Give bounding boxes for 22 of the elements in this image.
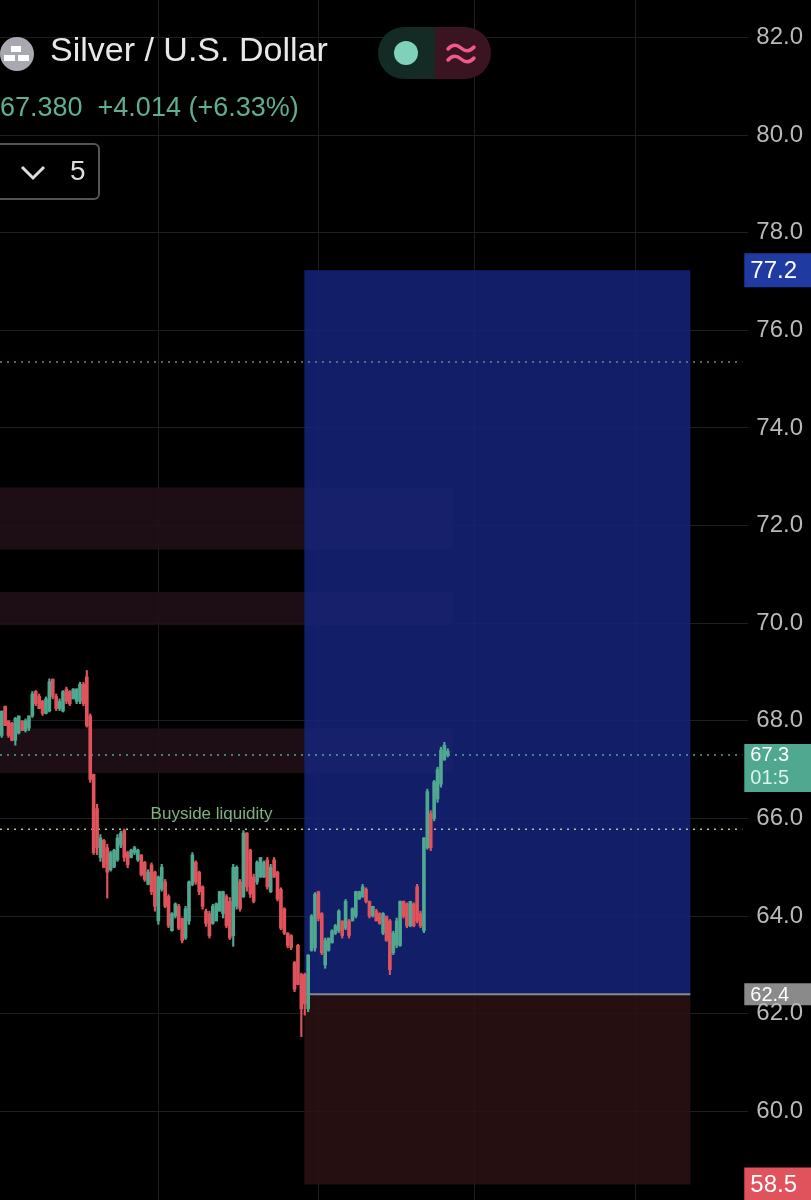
y-tick-label: 82.0 bbox=[756, 22, 804, 50]
y-tick-label: 78.0 bbox=[756, 217, 804, 245]
y-tick-label: 80.0 bbox=[756, 119, 804, 147]
text: 67.380 +4.014 (+6.33%) bbox=[0, 92, 299, 123]
dropdown-box: 5 bbox=[0, 143, 100, 200]
y-tick-label: 72.0 bbox=[756, 510, 804, 538]
y-tick-label: 64.0 bbox=[756, 900, 804, 928]
band-label: 58.5 bbox=[750, 1170, 798, 1198]
y-tick-label: 76.0 bbox=[756, 314, 804, 342]
y-tick-label: 68.0 bbox=[756, 705, 804, 733]
annotation: Buyside liquidity bbox=[150, 804, 273, 824]
y-tick-label: 74.0 bbox=[756, 412, 804, 440]
y-tick-label: 70.0 bbox=[756, 607, 804, 635]
text: 01:5 bbox=[750, 766, 790, 789]
candlestick bbox=[20, 720, 24, 731]
candlestick bbox=[71, 688, 76, 700]
ref-line-label: 67.3 bbox=[750, 743, 790, 766]
y-tick-label: 60.0 bbox=[756, 1095, 804, 1123]
band-label: 77.2 bbox=[750, 255, 798, 283]
y-tick-label: 66.0 bbox=[756, 803, 804, 831]
text: Silver / U.S. Dollar bbox=[50, 30, 328, 69]
annotation: 5 bbox=[70, 155, 86, 187]
